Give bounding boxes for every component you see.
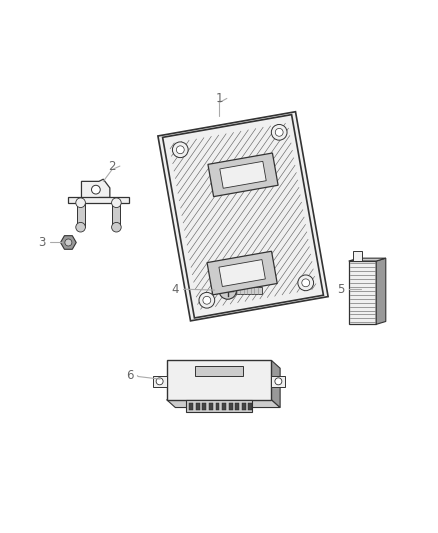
Bar bbox=[272, 376, 286, 387]
Polygon shape bbox=[376, 258, 386, 325]
Circle shape bbox=[76, 222, 85, 232]
Bar bbox=[202, 403, 206, 410]
Bar bbox=[235, 403, 239, 410]
Circle shape bbox=[298, 275, 314, 290]
Polygon shape bbox=[220, 161, 266, 188]
Bar bbox=[222, 403, 226, 410]
Bar bbox=[113, 203, 120, 227]
Bar bbox=[77, 203, 85, 227]
Polygon shape bbox=[68, 197, 130, 203]
Polygon shape bbox=[208, 153, 278, 197]
Bar bbox=[349, 261, 376, 325]
Circle shape bbox=[112, 198, 121, 207]
Polygon shape bbox=[272, 360, 280, 408]
Circle shape bbox=[76, 198, 85, 207]
Text: 3: 3 bbox=[39, 236, 46, 249]
Circle shape bbox=[156, 378, 163, 385]
Bar bbox=[152, 376, 166, 387]
Circle shape bbox=[275, 378, 282, 385]
Polygon shape bbox=[207, 251, 277, 295]
Polygon shape bbox=[219, 260, 265, 287]
Circle shape bbox=[271, 125, 287, 140]
Bar bbox=[195, 366, 243, 376]
Polygon shape bbox=[353, 252, 362, 261]
Circle shape bbox=[203, 296, 211, 304]
Circle shape bbox=[177, 146, 184, 154]
Polygon shape bbox=[81, 179, 110, 199]
Bar bbox=[248, 403, 252, 410]
Circle shape bbox=[112, 222, 121, 232]
Polygon shape bbox=[166, 400, 280, 408]
Bar bbox=[196, 403, 200, 410]
Circle shape bbox=[302, 279, 310, 287]
Circle shape bbox=[275, 128, 283, 136]
Text: 2: 2 bbox=[108, 159, 116, 173]
Text: 6: 6 bbox=[126, 369, 133, 382]
Circle shape bbox=[65, 239, 72, 246]
Bar bbox=[186, 400, 252, 412]
Bar bbox=[209, 403, 213, 410]
Text: 5: 5 bbox=[338, 282, 345, 296]
Text: 4: 4 bbox=[172, 282, 179, 296]
Bar bbox=[242, 403, 246, 410]
Bar bbox=[229, 403, 233, 410]
Circle shape bbox=[92, 185, 100, 194]
Polygon shape bbox=[349, 258, 386, 261]
Bar bbox=[215, 403, 219, 410]
Bar bbox=[189, 403, 193, 410]
Polygon shape bbox=[158, 112, 328, 321]
Circle shape bbox=[219, 282, 237, 299]
Circle shape bbox=[173, 142, 188, 158]
Bar bbox=[236, 287, 262, 294]
Bar bbox=[166, 360, 272, 400]
Circle shape bbox=[199, 293, 215, 308]
Text: 1: 1 bbox=[215, 92, 223, 105]
Polygon shape bbox=[60, 236, 76, 249]
